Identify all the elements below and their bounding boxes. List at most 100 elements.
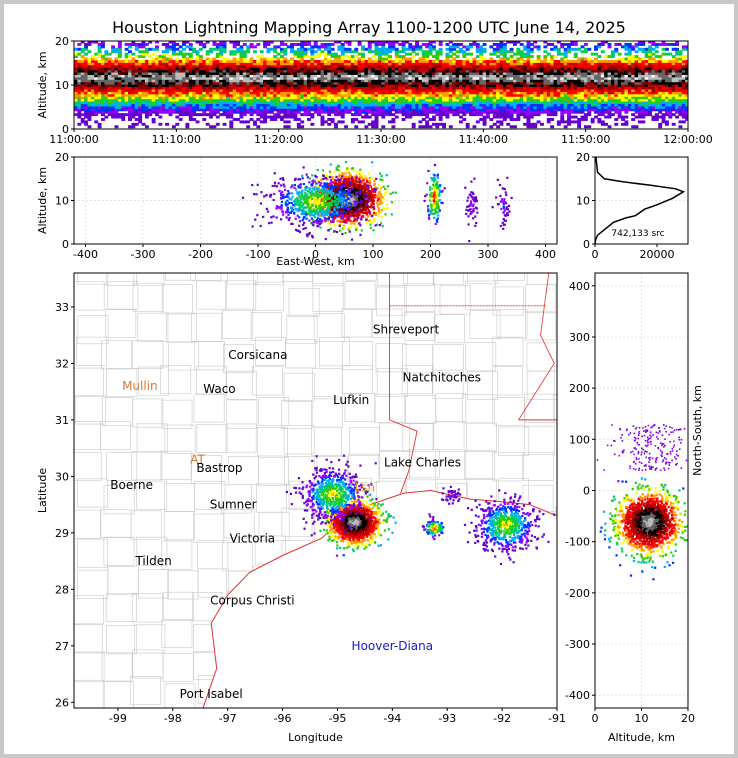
time-altitude-cell <box>462 52 467 56</box>
time-altitude-cell <box>415 98 419 102</box>
time-altitude-cell <box>256 105 261 109</box>
time-altitude-cell <box>536 59 541 63</box>
time-altitude-cell <box>472 41 477 44</box>
time-altitude-cell <box>111 105 116 109</box>
time-altitude-cell <box>131 59 136 63</box>
time-altitude-cell <box>482 86 487 90</box>
time-altitude-cell <box>101 62 105 66</box>
time-altitude-cell <box>171 41 176 44</box>
time-altitude-cell <box>317 81 322 85</box>
time-altitude-cell <box>273 69 278 73</box>
time-altitude-cell <box>621 84 625 88</box>
time-altitude-cell <box>263 101 268 105</box>
time-altitude-cell <box>242 93 247 97</box>
time-altitude-cell <box>631 101 636 105</box>
time-altitude-cell <box>263 91 268 95</box>
time-altitude-cell <box>411 64 416 68</box>
time-altitude-cell <box>448 103 453 107</box>
time-altitude-cell <box>448 125 453 129</box>
time-altitude-cell <box>519 50 524 54</box>
time-altitude-cell <box>502 74 507 78</box>
time-altitude-cell <box>249 113 254 117</box>
time-altitude-cell <box>604 67 609 71</box>
time-altitude-cell <box>168 108 173 112</box>
time-altitude-cell <box>290 64 295 68</box>
time-altitude-cell <box>128 108 132 112</box>
time-altitude-cell <box>225 93 230 97</box>
time-altitude-cell <box>340 120 345 124</box>
time-altitude-cell <box>391 47 396 51</box>
time-altitude-cell <box>533 98 538 102</box>
time-altitude-cell <box>465 93 470 97</box>
time-altitude-cell <box>350 120 355 124</box>
time-altitude-cell <box>84 103 89 107</box>
time-altitude-cell <box>141 98 146 102</box>
time-altitude-cell <box>425 84 430 88</box>
time-altitude-cell <box>104 52 109 56</box>
time-altitude-cell <box>492 67 497 71</box>
time-altitude-cell <box>151 118 156 121</box>
time-altitude-cell <box>364 98 369 102</box>
time-altitude-cell <box>421 93 426 97</box>
time-altitude-cell <box>165 79 170 83</box>
time-altitude-cell <box>225 86 230 90</box>
time-altitude-cell <box>344 98 349 102</box>
time-altitude-cell <box>448 45 453 49</box>
time-altitude-cell <box>219 76 224 80</box>
time-altitude-cell <box>367 42 372 46</box>
time-altitude-cell <box>283 52 288 56</box>
time-altitude-cell <box>452 45 457 49</box>
time-altitude-cell <box>323 98 328 102</box>
time-altitude-cell <box>296 101 301 105</box>
time-altitude-cell <box>219 113 224 117</box>
time-altitude-cell <box>506 108 511 112</box>
time-altitude-cell <box>320 96 325 100</box>
time-altitude-cell <box>435 108 440 112</box>
time-altitude-cell <box>624 103 629 107</box>
time-altitude-cell <box>644 93 649 97</box>
time-altitude-cell <box>77 52 82 56</box>
time-altitude-cell <box>577 125 582 129</box>
time-altitude-cell <box>570 101 575 105</box>
time-altitude-cell <box>303 86 308 90</box>
time-altitude-cell <box>74 52 78 56</box>
time-altitude-cell <box>242 79 247 83</box>
time-altitude-cell <box>567 59 571 63</box>
time-altitude-cell <box>279 88 284 92</box>
time-altitude-cell <box>313 62 318 66</box>
time-altitude-cell <box>496 59 501 63</box>
time-altitude-cell <box>185 91 190 95</box>
time-altitude-cell <box>479 50 484 54</box>
time-altitude-cell <box>229 91 234 95</box>
time-altitude-cell <box>128 93 132 97</box>
time-altitude-cell <box>121 88 126 92</box>
time-altitude-cell <box>415 52 419 56</box>
time-altitude-cell <box>398 93 403 97</box>
time-altitude-cell <box>644 108 649 112</box>
time-altitude-cell <box>367 59 372 63</box>
time-altitude-cell <box>580 59 585 63</box>
time-altitude-cell <box>205 84 210 88</box>
time-altitude-cell <box>644 96 649 100</box>
time-altitude-cell <box>354 103 359 107</box>
time-altitude-cell <box>303 52 308 56</box>
time-altitude-cell <box>398 105 403 109</box>
time-altitude-cell <box>357 67 362 71</box>
time-altitude-cell <box>293 96 298 100</box>
time-altitude-cell <box>124 59 129 63</box>
time-altitude-cell <box>209 98 213 102</box>
time-altitude-cell <box>317 74 322 78</box>
time-altitude-cell <box>452 74 457 78</box>
time-altitude-cell <box>330 81 335 85</box>
time-altitude-cell <box>448 91 453 95</box>
time-altitude-cell <box>290 47 295 51</box>
time-altitude-cell <box>90 84 95 88</box>
time-altitude-cell <box>654 42 659 46</box>
time-altitude-cell <box>438 88 443 92</box>
time-altitude-cell <box>263 105 268 109</box>
time-altitude-cell <box>371 125 376 129</box>
time-altitude-cell <box>546 98 551 102</box>
time-altitude-cell <box>398 55 403 59</box>
time-altitude-cell <box>374 52 379 56</box>
time-altitude-cell <box>195 108 200 112</box>
